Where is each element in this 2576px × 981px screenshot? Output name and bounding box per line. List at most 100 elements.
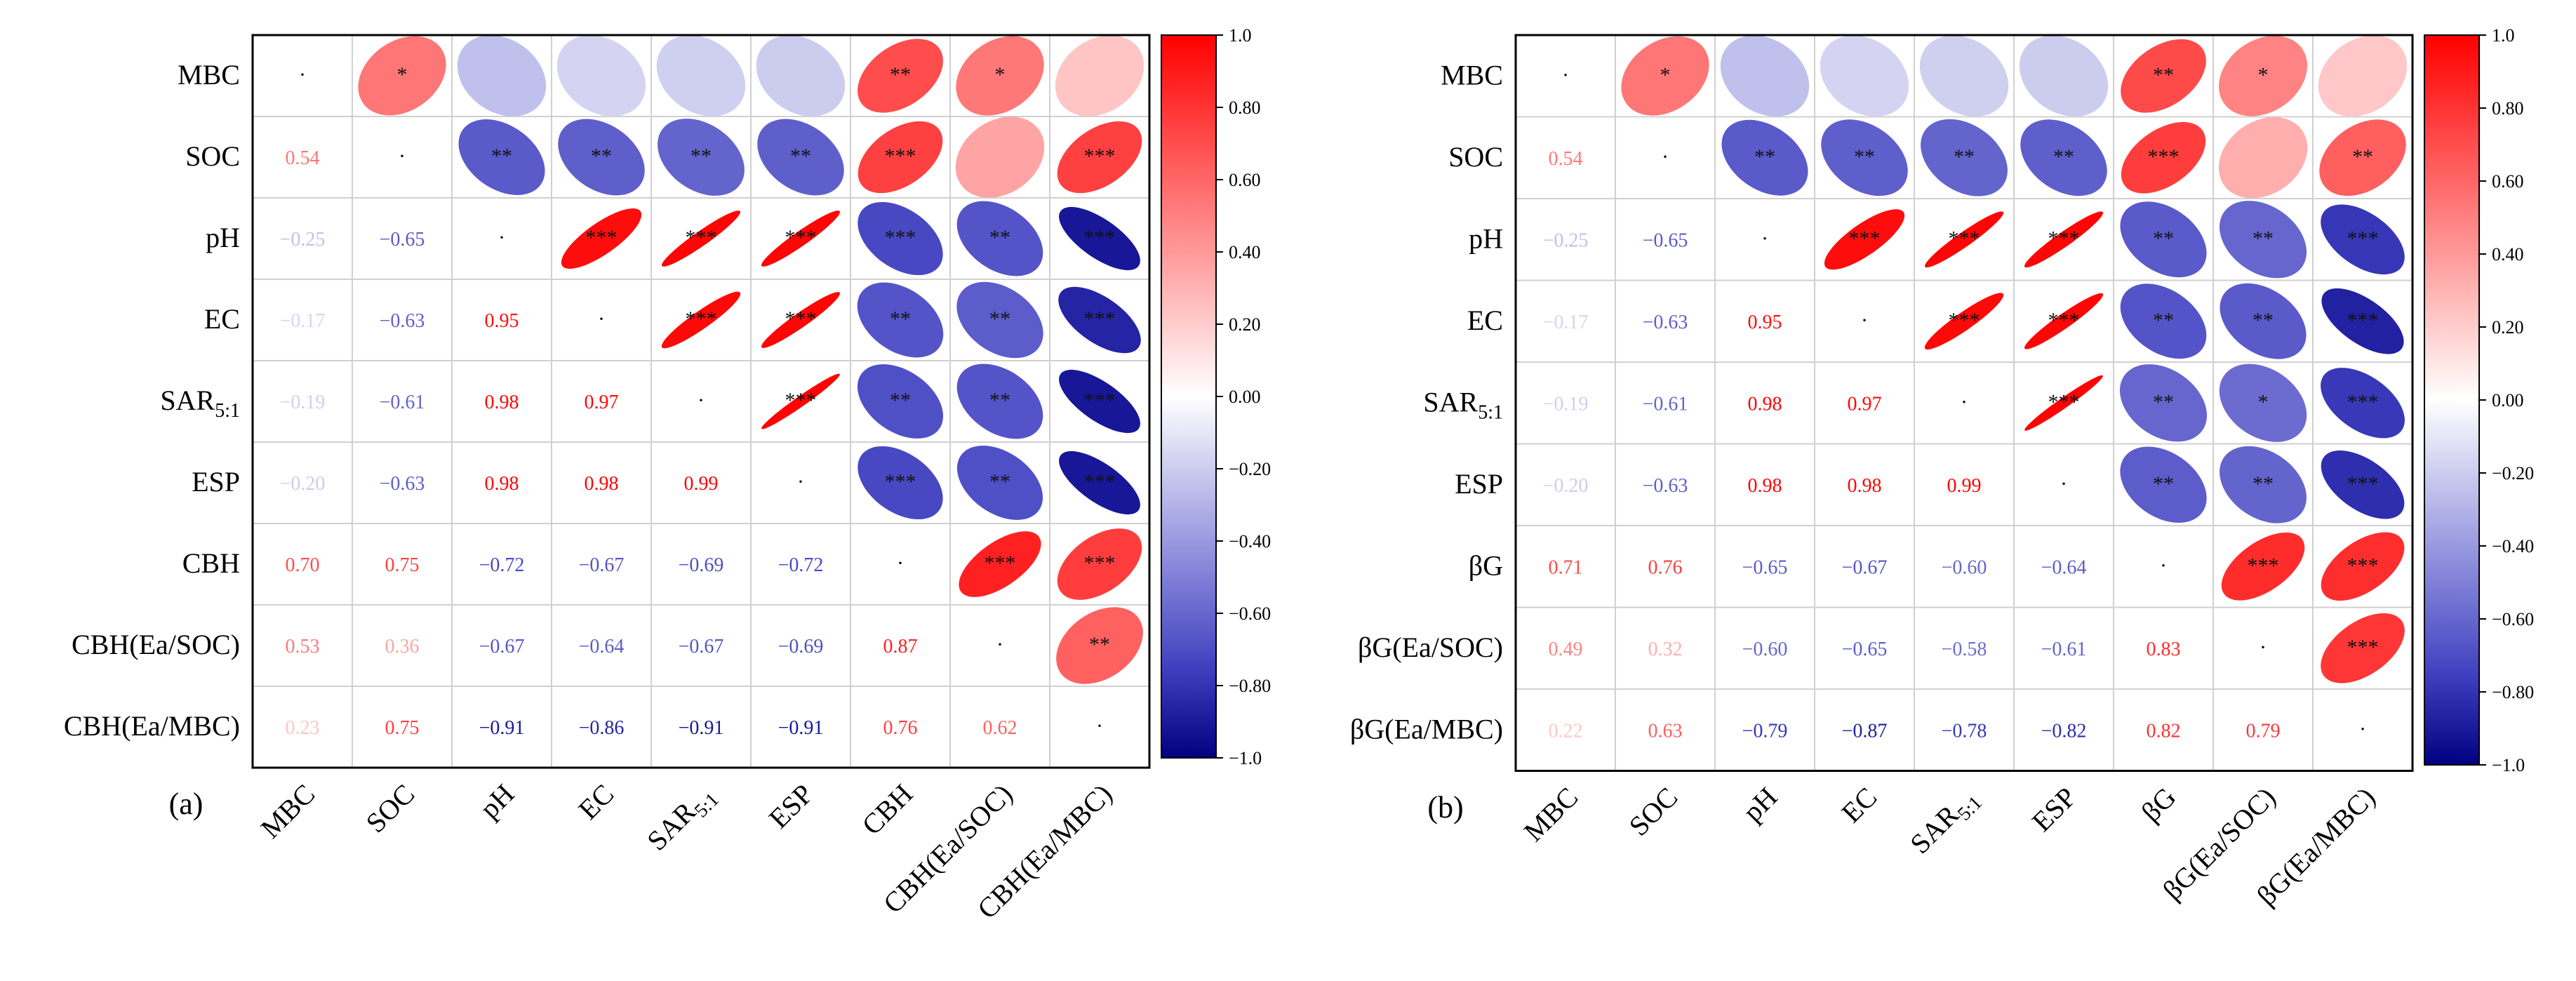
diagonal-dot: · — [1861, 309, 1868, 332]
correlation-value: −0.69 — [679, 554, 724, 576]
row-label: ESP — [192, 466, 240, 498]
significance-mark: *** — [2048, 390, 2080, 413]
panel-label: (a) — [169, 787, 203, 821]
correlation-ellipse — [1720, 35, 1810, 117]
correlation-value: 0.76 — [883, 717, 918, 739]
correlation-value: 0.95 — [485, 310, 519, 332]
correlation-value: 0.76 — [1648, 556, 1683, 578]
correlation-ellipse — [358, 36, 446, 116]
colorbar-tick-label: −0.80 — [1229, 676, 1271, 696]
correlation-ellipse — [757, 119, 844, 196]
correlation-value: 0.54 — [286, 147, 320, 169]
panel-label: (b) — [1427, 790, 1463, 825]
correlation-value: 0.98 — [485, 473, 519, 495]
row-label: ESP — [1455, 468, 1503, 500]
correlation-ellipse — [1058, 286, 1141, 354]
significance-mark: * — [2258, 390, 2269, 413]
significance-mark: *** — [2347, 227, 2379, 250]
correlation-value: −0.64 — [2041, 556, 2087, 578]
correlation-ellipse — [956, 446, 1043, 520]
significance-mark: *** — [2248, 554, 2279, 577]
colorbar-tick-label: 0.60 — [2492, 171, 2524, 192]
correlation-value: 0.63 — [1648, 720, 1683, 742]
correlation-ellipse — [1621, 36, 1709, 116]
correlation-value: −0.17 — [280, 310, 326, 332]
significance-mark: *** — [1084, 389, 1116, 412]
significance-mark: ** — [1954, 145, 1975, 168]
correlation-value: −0.72 — [778, 554, 824, 576]
significance-mark: * — [397, 63, 408, 86]
correlation-ellipse — [1924, 211, 2004, 268]
significance-mark: *** — [2347, 636, 2379, 659]
correlation-ellipse — [956, 363, 1043, 439]
colorbar-tick-label: 0.60 — [1229, 170, 1261, 190]
column-label: SAR5:1 — [1904, 781, 1987, 864]
significance-mark: ** — [890, 389, 911, 412]
matrix-border — [251, 34, 1151, 769]
correlation-value: −0.25 — [1543, 229, 1589, 251]
column-label: SOC — [360, 778, 421, 839]
correlation-value: 0.75 — [385, 554, 420, 576]
correlation-ellipse — [1059, 206, 1140, 271]
diagonal-dot: · — [498, 226, 505, 249]
colorbar-gradient — [1161, 34, 1217, 759]
colorbar-tick-label: −1.0 — [1229, 748, 1262, 768]
significance-mark: *** — [686, 307, 717, 331]
correlation-value: −0.67 — [1842, 556, 1888, 578]
correlation-ellipse — [959, 531, 1041, 597]
correlation-value: 0.97 — [585, 392, 619, 413]
significance-mark: ** — [989, 226, 1010, 249]
significance-mark: *** — [2048, 227, 2080, 250]
diagonal-dot: · — [996, 633, 1003, 656]
correlation-value: −0.63 — [1643, 475, 1688, 497]
matrix-border — [1514, 34, 2414, 772]
row-label: CBH(Ea/SOC) — [72, 629, 240, 660]
correlation-value: 0.99 — [1947, 475, 1982, 497]
colorbar-tick-label: −0.80 — [2492, 682, 2534, 702]
column-label: MBC — [1518, 781, 1584, 848]
diagonal-dot: · — [299, 63, 306, 86]
colorbar-tick-label: −0.20 — [2492, 463, 2534, 483]
row-label: βG(Ea/SOC) — [1358, 632, 1503, 663]
diagonal-dot: · — [2060, 472, 2067, 495]
correlation-value: −0.65 — [1643, 229, 1688, 251]
significance-mark: *** — [1949, 227, 1980, 250]
correlation-value: 0.70 — [286, 554, 320, 576]
correlation-value: −0.61 — [380, 392, 425, 413]
correlation-value: 0.54 — [1549, 148, 1583, 170]
correlation-value: −0.61 — [2041, 639, 2087, 660]
correlation-ellipse — [2120, 446, 2207, 523]
diagonal-dot: · — [797, 470, 804, 493]
column-label: pH — [474, 778, 520, 825]
row-label: SOC — [1448, 141, 1503, 173]
correlation-ellipse — [1721, 119, 1808, 196]
correlation-ellipse — [761, 373, 840, 429]
correlation-value: −0.87 — [1842, 720, 1888, 742]
correlation-panel-a: · * ** *0.54 · ** ** ** ** *** ***−0.25 −0.65 · *** **… — [64, 25, 1271, 925]
row-label: SOC — [185, 140, 240, 172]
grid-lines — [253, 35, 1149, 768]
colorbar-tick-label: 0.40 — [2492, 244, 2524, 265]
correlation-value: −0.67 — [479, 636, 525, 658]
correlation-ellipse — [955, 116, 1045, 198]
significance-mark: *** — [686, 226, 717, 249]
diagonal-dot: · — [897, 552, 904, 575]
significance-mark: ** — [989, 307, 1010, 331]
diagonal-dot: · — [399, 145, 406, 168]
correlation-value: 0.98 — [1748, 475, 1782, 497]
row-label: pH — [206, 222, 240, 253]
correlation-ellipse — [558, 119, 645, 196]
correlation-value: 0.98 — [585, 473, 619, 495]
diagonal-dot: · — [1761, 227, 1768, 250]
significance-mark: *** — [1084, 226, 1116, 249]
significance-mark: ** — [2153, 63, 2174, 86]
correlation-value: −0.65 — [1842, 639, 1888, 660]
correlation-ellipse — [956, 201, 1043, 276]
significance-mark: *** — [885, 470, 916, 493]
significance-mark: ** — [989, 470, 1010, 493]
correlation-ellipse — [857, 282, 944, 358]
diagonal-dot: · — [698, 389, 705, 412]
correlation-value: −0.63 — [380, 310, 425, 332]
significance-mark: *** — [2347, 554, 2379, 577]
